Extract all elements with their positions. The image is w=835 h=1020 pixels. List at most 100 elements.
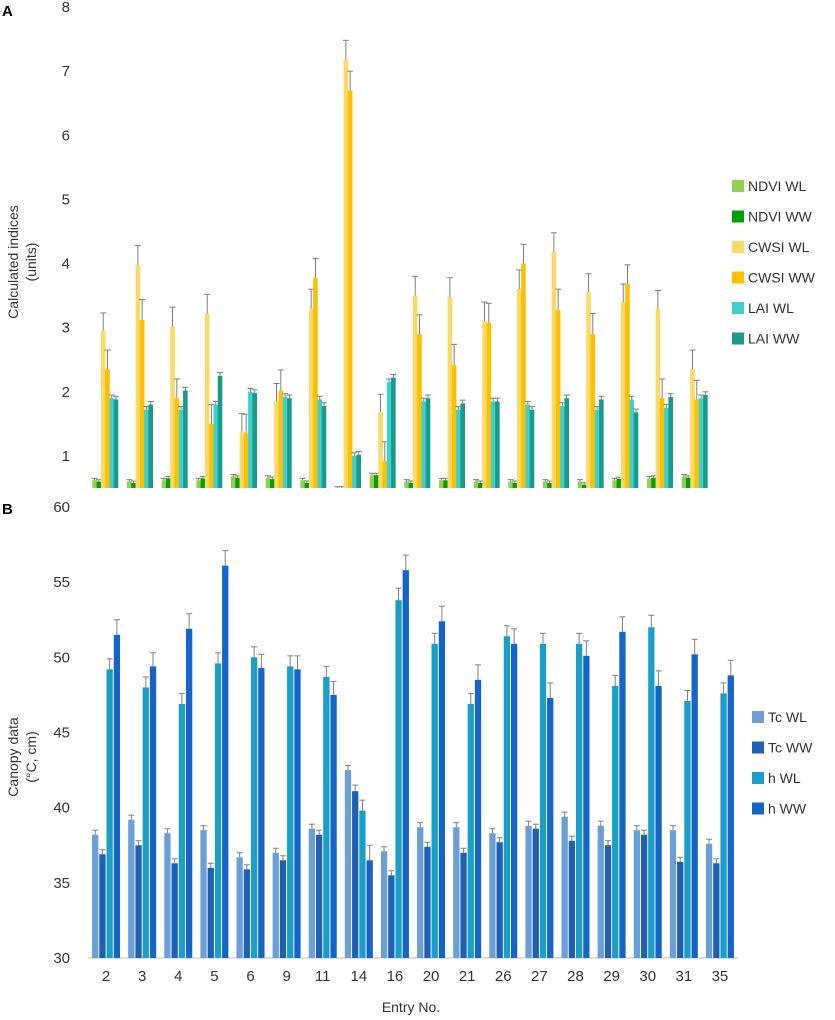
- chart-b-bar: [380, 851, 388, 958]
- chart-a-bar: [564, 398, 569, 488]
- chart-a-bar: [543, 481, 548, 488]
- chart-a-bar: [586, 291, 591, 488]
- chart-a-bar: [486, 322, 492, 488]
- chart-a-bar: [343, 59, 349, 489]
- chart-b-bar: [539, 643, 547, 958]
- chart-b-bar: [308, 828, 316, 958]
- chart-a-bar: [235, 477, 240, 488]
- chart-b-bar: [171, 863, 178, 958]
- chart-b-bar: [684, 700, 691, 958]
- chart-a-bar: [196, 480, 201, 488]
- chart-a-bar: [495, 401, 500, 488]
- chart-a-bar: [698, 398, 704, 488]
- chart-b-bar: [315, 834, 323, 958]
- chart-b-bar: [214, 663, 222, 958]
- chart-b-x-tick-label: 2: [102, 968, 110, 985]
- chart-a-bar: [599, 399, 604, 488]
- chart-a-bar: [127, 481, 132, 488]
- chart-b-x-tick-label: 11: [315, 968, 331, 985]
- chart-a-bar: [352, 455, 357, 488]
- chart-b-bar: [575, 643, 583, 958]
- chart-a-bar: [581, 484, 587, 488]
- chart-a-bar: [655, 308, 661, 488]
- chart-a-legend-swatch: [732, 180, 744, 192]
- chart-b-legend-swatch: [752, 802, 764, 815]
- chart-b-y-tick-label: 40: [53, 800, 70, 817]
- chart-a-bar: [490, 401, 496, 488]
- chart-b-bar: [113, 634, 121, 958]
- chart-b-bar: [568, 840, 576, 958]
- chart-a-bar: [473, 481, 479, 488]
- chart-a-bar: [321, 405, 327, 488]
- chart-a-bar: [439, 480, 444, 488]
- chart-a-bar: [391, 377, 396, 488]
- chart-b-bar: [438, 621, 446, 958]
- chart-a-y-tick-label: 8: [62, 0, 70, 16]
- chart-a-bar: [659, 398, 665, 488]
- chart-a-bar: [477, 482, 483, 488]
- chart-a-bar: [135, 264, 141, 488]
- chart-a-bar: [551, 251, 557, 488]
- chart-a-bar: [633, 412, 639, 488]
- chart-b-bar: [128, 819, 135, 958]
- chart-a-bar: [369, 475, 375, 488]
- chart-a-bar: [304, 482, 310, 488]
- chart-b-bar: [705, 843, 713, 958]
- chart-b-x-tick-label: 35: [712, 968, 729, 985]
- chart-a-y-tick-label: 4: [62, 256, 70, 273]
- chart-b-bar: [388, 875, 395, 958]
- chart-b-bar: [417, 827, 424, 958]
- chart-b-legend-swatch: [752, 711, 764, 723]
- chart-a-bar: [547, 482, 552, 488]
- chart-b-bar: [431, 643, 438, 958]
- chart-a-bar: [577, 481, 583, 488]
- chart-b-bar: [200, 830, 207, 958]
- chart-b-bar: [619, 631, 626, 958]
- chart-b-y-tick-label: 55: [53, 574, 70, 591]
- chart-b-bar: [92, 834, 99, 958]
- chart-b-legend-label: h WL: [768, 770, 801, 786]
- chart-a-bar: [248, 391, 253, 488]
- chart-a-bar: [685, 477, 691, 488]
- chart-a-bar: [231, 476, 236, 488]
- chart-b-bar: [453, 827, 460, 958]
- chart-b-bar: [99, 854, 106, 958]
- chart-b-y-tick-label: 60: [53, 499, 70, 516]
- chart-a-bar: [204, 313, 210, 488]
- chart-b-x-tick-label: 9: [282, 968, 290, 985]
- chart-a-bar: [516, 289, 522, 488]
- chart-a-bar: [404, 481, 409, 488]
- panel-label-a: A: [2, 3, 13, 20]
- chart-b-bar: [178, 703, 186, 958]
- chart-b-bar: [250, 657, 258, 958]
- chart-b-bar: [633, 830, 641, 958]
- chart-b-bar: [243, 869, 251, 958]
- chart-b-bar: [395, 600, 402, 958]
- chart-b-x-tick-label: 26: [495, 968, 512, 985]
- chart-a-bar: [681, 476, 687, 488]
- chart-b-x-axis-label: Entry No.: [382, 999, 440, 1015]
- chart-a-y-tick-label: 6: [62, 127, 70, 144]
- chart-a-bar: [131, 482, 136, 488]
- chart-b-x-tick-label: 21: [459, 968, 476, 985]
- chart-a-legend-swatch: [732, 241, 744, 253]
- chart-a-legend-label: LAI WL: [748, 300, 794, 316]
- chart-b-x-tick-label: 6: [246, 968, 254, 985]
- chart-a-bar: [105, 369, 110, 488]
- chart-b-bar: [149, 666, 157, 958]
- chart-b-bar: [669, 830, 677, 958]
- chart-a-bar: [217, 375, 223, 488]
- chart-b-bar: [474, 679, 482, 958]
- chart-a-bar: [460, 403, 465, 488]
- chart-a-bar: [594, 409, 600, 488]
- chart-a-bar: [265, 477, 271, 488]
- chart-b-bar: [648, 627, 655, 958]
- chart-a-bar: [625, 284, 630, 488]
- chart-b-y-tick-label: 30: [53, 950, 70, 967]
- chart-b-legend-label: h WW: [768, 801, 807, 817]
- chart-a-bar: [620, 302, 626, 488]
- chart-a-y-tick-label: 7: [62, 63, 70, 80]
- chart-b-bar: [467, 703, 474, 958]
- chart-a-y-tick-label: 2: [62, 384, 70, 401]
- chart-a-bar: [612, 480, 617, 488]
